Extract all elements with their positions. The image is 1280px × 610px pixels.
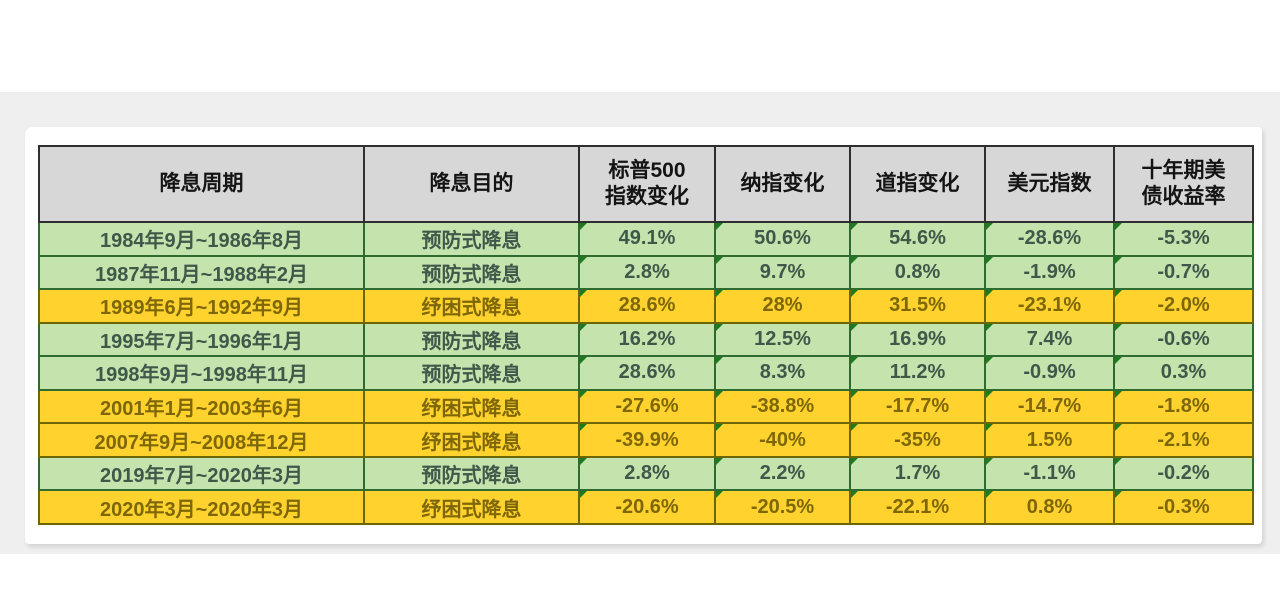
cell-dollar-index: -14.7% <box>984 388 1115 425</box>
table-row: 2001年1月~2003年6月 纾困式降息 -27.6% -38.8% -17.7% -1… <box>38 388 1254 425</box>
cell-purpose: 预防式降息 <box>363 321 580 358</box>
table-row: 1989年6月~1992年9月 纾困式降息 28.6% 28% 31.5% -23.1% -… <box>38 288 1254 324</box>
table-row: 1995年7月~1996年1月 预防式降息 16.2% 12.5% 16.9% 7.4% -… <box>38 321 1254 358</box>
cell-period: 1984年9月~1986年8月 <box>38 221 365 257</box>
cell-ust10y-yield: -5.3% <box>1113 221 1254 257</box>
cell-period: 2001年1月~2003年6月 <box>38 388 365 425</box>
cell-dow-change: 11.2% <box>849 355 986 391</box>
column-header-dollar-index: 美元指数 <box>984 145 1115 223</box>
rate-cut-cycles-table: 降息周期 降息目的 标普500 指数变化 纳指变化 道指变化 美元指数 十年期美 债收益率 … <box>38 145 1254 525</box>
table-row: 1984年9月~1986年8月 预防式降息 49.1% 50.6% 54.6% -28.6… <box>38 221 1254 257</box>
cell-purpose: 纾困式降息 <box>363 489 580 525</box>
cell-dollar-index: 1.5% <box>984 422 1115 458</box>
cell-sp500-change: 2.8% <box>578 455 716 492</box>
cell-sp500-change: 49.1% <box>578 221 716 257</box>
table-body: 1984年9月~1986年8月 预防式降息 49.1% 50.6% 54.6% -28.6… <box>38 221 1254 525</box>
cell-period: 1989年6月~1992年9月 <box>38 288 365 324</box>
cell-nasdaq-change: 28% <box>714 288 851 324</box>
cell-dow-change: 16.9% <box>849 321 986 358</box>
table-row: 2019年7月~2020年3月 预防式降息 2.8% 2.2% 1.7% -1.1% -0.… <box>38 455 1254 492</box>
cell-ust10y-yield: -1.8% <box>1113 388 1254 425</box>
cell-dow-change: -35% <box>849 422 986 458</box>
cell-dollar-index: -1.9% <box>984 254 1115 291</box>
cell-purpose: 预防式降息 <box>363 455 580 492</box>
cell-ust10y-yield: -0.6% <box>1113 321 1254 358</box>
table-header: 降息周期 降息目的 标普500 指数变化 纳指变化 道指变化 美元指数 十年期美 债收益率 <box>38 145 1254 223</box>
cell-dow-change: -17.7% <box>849 388 986 425</box>
cell-dow-change: 1.7% <box>849 455 986 492</box>
cell-ust10y-yield: -2.0% <box>1113 288 1254 324</box>
cell-ust10y-yield: -2.1% <box>1113 422 1254 458</box>
table-row: 2007年9月~2008年12月 纾困式降息 -39.9% -40% -35% 1.5% -… <box>38 422 1254 458</box>
cell-ust10y-yield: -0.3% <box>1113 489 1254 525</box>
cell-purpose: 纾困式降息 <box>363 288 580 324</box>
cell-nasdaq-change: -40% <box>714 422 851 458</box>
cell-sp500-change: -20.6% <box>578 489 716 525</box>
cell-dollar-index: 7.4% <box>984 321 1115 358</box>
cell-nasdaq-change: 9.7% <box>714 254 851 291</box>
cell-sp500-change: -27.6% <box>578 388 716 425</box>
cell-dow-change: 54.6% <box>849 221 986 257</box>
cell-dollar-index: -1.1% <box>984 455 1115 492</box>
cell-dow-change: -22.1% <box>849 489 986 525</box>
cell-purpose: 纾困式降息 <box>363 388 580 425</box>
cell-dollar-index: -28.6% <box>984 221 1115 257</box>
column-header-nasdaq-change: 纳指变化 <box>714 145 851 223</box>
cell-ust10y-yield: 0.3% <box>1113 355 1254 391</box>
cell-sp500-change: 28.6% <box>578 355 716 391</box>
cell-purpose: 纾困式降息 <box>363 422 580 458</box>
cell-sp500-change: 16.2% <box>578 321 716 358</box>
header-row: 降息周期 降息目的 标普500 指数变化 纳指变化 道指变化 美元指数 十年期美 债收益率 <box>38 145 1254 223</box>
cell-nasdaq-change: 50.6% <box>714 221 851 257</box>
cell-period: 2020年3月~2020年3月 <box>38 489 365 525</box>
cell-period: 1995年7月~1996年1月 <box>38 321 365 358</box>
cell-ust10y-yield: -0.2% <box>1113 455 1254 492</box>
cell-ust10y-yield: -0.7% <box>1113 254 1254 291</box>
table-row: 1998年9月~1998年11月 预防式降息 28.6% 8.3% 11.2% -0.9%… <box>38 355 1254 391</box>
cell-dollar-index: -23.1% <box>984 288 1115 324</box>
column-header-ust10y-yield: 十年期美 债收益率 <box>1113 145 1254 223</box>
cell-nasdaq-change: 2.2% <box>714 455 851 492</box>
table-row: 2020年3月~2020年3月 纾困式降息 -20.6% -20.5% -22.1% 0.… <box>38 489 1254 525</box>
cell-nasdaq-change: -20.5% <box>714 489 851 525</box>
cell-nasdaq-change: 12.5% <box>714 321 851 358</box>
column-header-period: 降息周期 <box>38 145 365 223</box>
table-row: 1987年11月~1988年2月 预防式降息 2.8% 9.7% 0.8% -1.9% -0… <box>38 254 1254 291</box>
cell-purpose: 预防式降息 <box>363 221 580 257</box>
cell-sp500-change: 2.8% <box>578 254 716 291</box>
cell-period: 1987年11月~1988年2月 <box>38 254 365 291</box>
cell-dollar-index: 0.8% <box>984 489 1115 525</box>
column-header-dow-change: 道指变化 <box>849 145 986 223</box>
cell-nasdaq-change: 8.3% <box>714 355 851 391</box>
cell-purpose: 预防式降息 <box>363 355 580 391</box>
cell-period: 1998年9月~1998年11月 <box>38 355 365 391</box>
column-header-sp500-change: 标普500 指数变化 <box>578 145 716 223</box>
cell-purpose: 预防式降息 <box>363 254 580 291</box>
cell-period: 2007年9月~2008年12月 <box>38 422 365 458</box>
cell-period: 2019年7月~2020年3月 <box>38 455 365 492</box>
cell-dollar-index: -0.9% <box>984 355 1115 391</box>
column-header-purpose: 降息目的 <box>363 145 580 223</box>
cell-sp500-change: -39.9% <box>578 422 716 458</box>
cell-dow-change: 31.5% <box>849 288 986 324</box>
cell-nasdaq-change: -38.8% <box>714 388 851 425</box>
cell-sp500-change: 28.6% <box>578 288 716 324</box>
cell-dow-change: 0.8% <box>849 254 986 291</box>
